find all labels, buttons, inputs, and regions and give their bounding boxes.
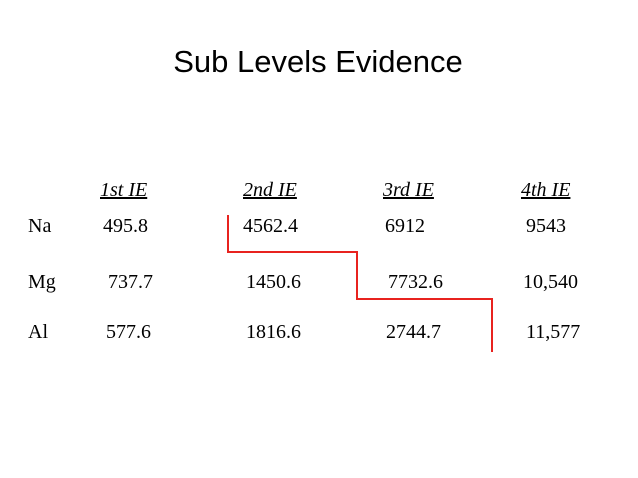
table-cell: 4562.4 bbox=[243, 215, 298, 237]
staircase-line bbox=[227, 215, 493, 352]
column-header: 4th IE bbox=[521, 179, 570, 201]
table-cell: 6912 bbox=[385, 215, 425, 237]
column-header: 1st IE bbox=[100, 179, 147, 201]
row-label: Mg bbox=[28, 271, 56, 293]
table-cell: 1450.6 bbox=[246, 271, 301, 293]
table: 1st IE 2nd IE 3rd IE 4th IE Na 495.8 4562.4 691… bbox=[28, 179, 580, 343]
table-cell: 9543 bbox=[526, 215, 566, 237]
slide-title: Sub Levels Evidence bbox=[173, 44, 463, 79]
table-cell: 577.6 bbox=[106, 321, 151, 343]
table-cell: 2744.7 bbox=[386, 321, 441, 343]
table-cell: 737.7 bbox=[108, 271, 153, 293]
table-cell: 10,540 bbox=[523, 271, 578, 293]
column-header: 2nd IE bbox=[243, 179, 297, 201]
table-cell: 7732.6 bbox=[388, 271, 443, 293]
table-cell: 1816.6 bbox=[246, 321, 301, 343]
table-cell: 11,577 bbox=[526, 321, 580, 343]
row-label: Na bbox=[28, 215, 51, 237]
table-cell: 495.8 bbox=[103, 215, 148, 237]
row-label: Al bbox=[28, 321, 48, 343]
column-header: 3rd IE bbox=[382, 179, 434, 201]
